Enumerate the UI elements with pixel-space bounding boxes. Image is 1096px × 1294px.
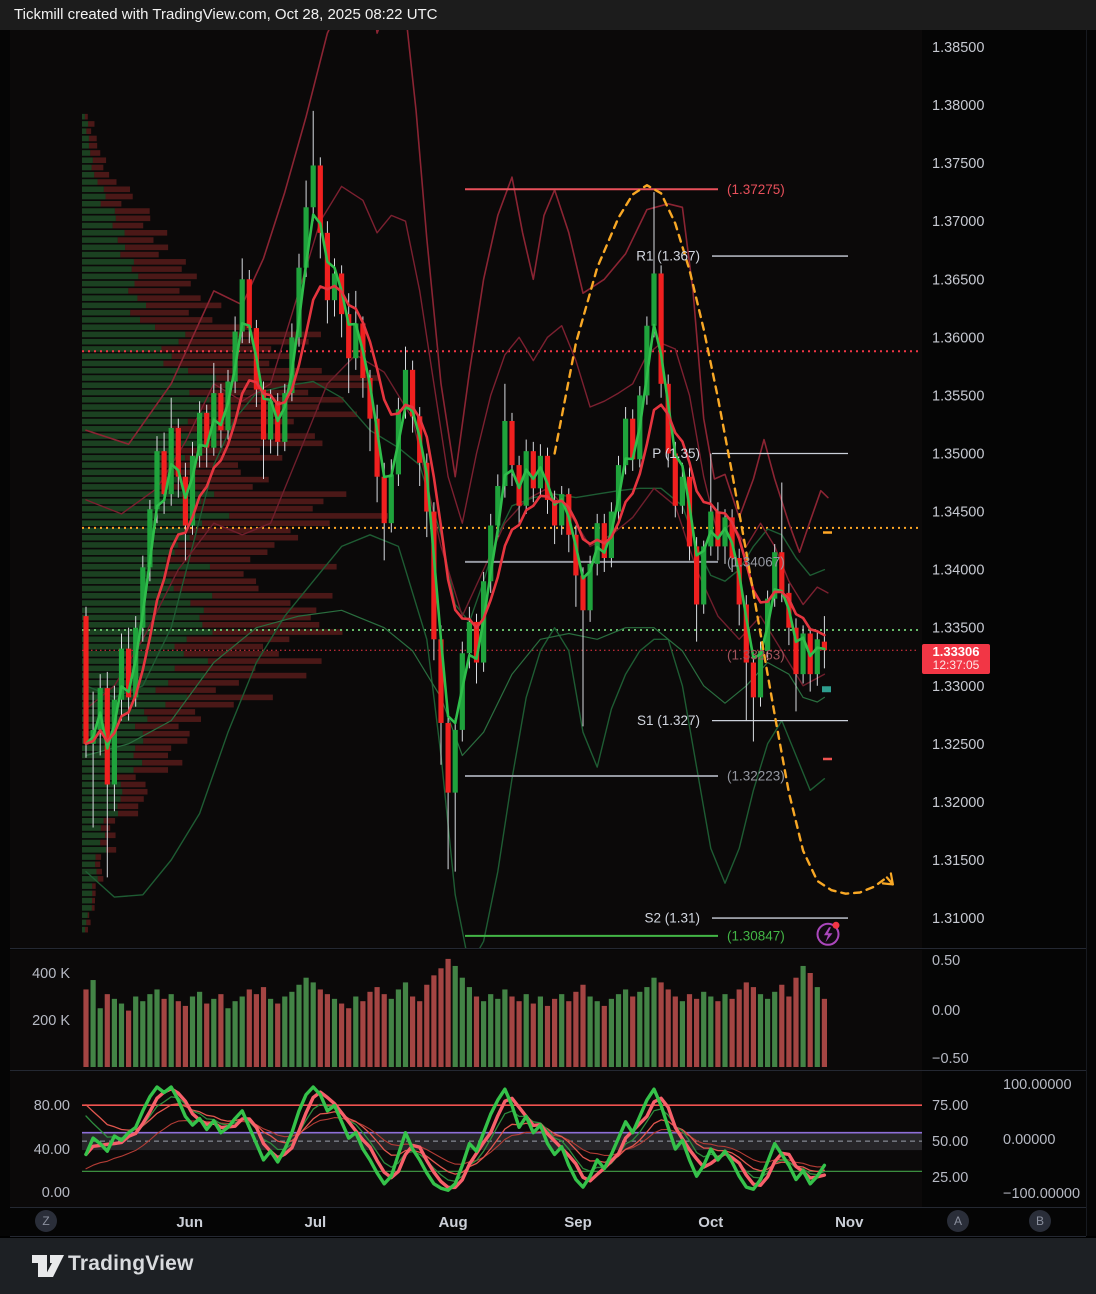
svg-text:1.32500: 1.32500 xyxy=(932,737,984,753)
zoom-out-button[interactable]: Z xyxy=(35,1210,57,1232)
svg-text:75.00: 75.00 xyxy=(932,1098,968,1114)
svg-text:1.33000: 1.33000 xyxy=(932,679,984,695)
svg-text:P (1.35): P (1.35) xyxy=(652,446,700,461)
svg-text:1.34500: 1.34500 xyxy=(932,505,984,521)
svg-text:1.32000: 1.32000 xyxy=(932,795,984,811)
svg-text:(1.30847): (1.30847) xyxy=(727,928,785,943)
svg-text:1.33500: 1.33500 xyxy=(932,621,984,637)
svg-text:1.35500: 1.35500 xyxy=(932,388,984,404)
watermark-title: Tickmill created with TradingView.com, O… xyxy=(14,6,438,23)
svg-text:50.00: 50.00 xyxy=(932,1134,968,1150)
svg-text:1.37500: 1.37500 xyxy=(932,156,984,172)
svg-text:−0.50: −0.50 xyxy=(932,1051,969,1067)
svg-text:(1.33263): (1.33263) xyxy=(727,648,785,663)
bar-countdown: 12:37:05 xyxy=(932,658,980,672)
svg-text:0.00: 0.00 xyxy=(42,1185,70,1201)
svg-text:Jun: Jun xyxy=(176,1214,203,1231)
svg-text:400 K: 400 K xyxy=(32,966,70,982)
footer-bar: TradingView xyxy=(0,1238,1096,1294)
status-bar: Tickmill created with TradingView.com, O… xyxy=(0,0,1096,30)
last-price-badge[interactable]: 1.33306 12:37:05 xyxy=(922,644,990,674)
svg-text:25.00: 25.00 xyxy=(932,1170,968,1186)
tradingview-logo-icon[interactable] xyxy=(31,1254,65,1278)
svg-text:0.50: 0.50 xyxy=(932,953,960,969)
svg-text:1.31500: 1.31500 xyxy=(932,853,984,869)
svg-text:Aug: Aug xyxy=(438,1214,467,1231)
svg-text:Oct: Oct xyxy=(698,1214,723,1231)
axis-a-button[interactable]: A xyxy=(947,1210,969,1232)
svg-text:40.00: 40.00 xyxy=(34,1142,70,1158)
svg-text:R1 (1.367): R1 (1.367) xyxy=(636,249,700,264)
tradingview-brand-text[interactable]: TradingView xyxy=(68,1252,194,1275)
last-price-value: 1.33306 xyxy=(932,644,980,659)
svg-text:S1 (1.327): S1 (1.327) xyxy=(637,713,700,728)
time-axis[interactable] xyxy=(10,1208,922,1236)
svg-text:Nov: Nov xyxy=(835,1214,864,1231)
svg-text:−100.00000: −100.00000 xyxy=(1003,1186,1080,1202)
svg-text:1.31000: 1.31000 xyxy=(932,911,984,927)
svg-text:200 K: 200 K xyxy=(32,1013,70,1029)
svg-text:0.00000: 0.00000 xyxy=(1003,1132,1055,1148)
axis-b-button[interactable]: B xyxy=(1029,1210,1051,1232)
svg-text:S2 (1.31): S2 (1.31) xyxy=(644,911,700,926)
svg-text:(1.37275): (1.37275) xyxy=(727,182,785,197)
svg-text:80.00: 80.00 xyxy=(34,1098,70,1114)
svg-text:1.38000: 1.38000 xyxy=(932,98,984,114)
svg-text:0.00: 0.00 xyxy=(932,1003,960,1019)
svg-text:1.37000: 1.37000 xyxy=(932,214,984,230)
svg-text:1.36500: 1.36500 xyxy=(932,272,984,288)
svg-text:1.36000: 1.36000 xyxy=(932,330,984,346)
svg-text:Jul: Jul xyxy=(304,1214,326,1231)
svg-text:1.34000: 1.34000 xyxy=(932,563,984,579)
price-axis[interactable] xyxy=(922,30,1096,948)
svg-text:(1.34067): (1.34067) xyxy=(727,554,785,569)
svg-text:(1.32223): (1.32223) xyxy=(727,769,785,784)
svg-text:100.00000: 100.00000 xyxy=(1003,1077,1072,1093)
svg-text:Sep: Sep xyxy=(564,1214,592,1231)
svg-text:1.35000: 1.35000 xyxy=(932,446,984,462)
svg-text:1.38500: 1.38500 xyxy=(932,40,984,56)
